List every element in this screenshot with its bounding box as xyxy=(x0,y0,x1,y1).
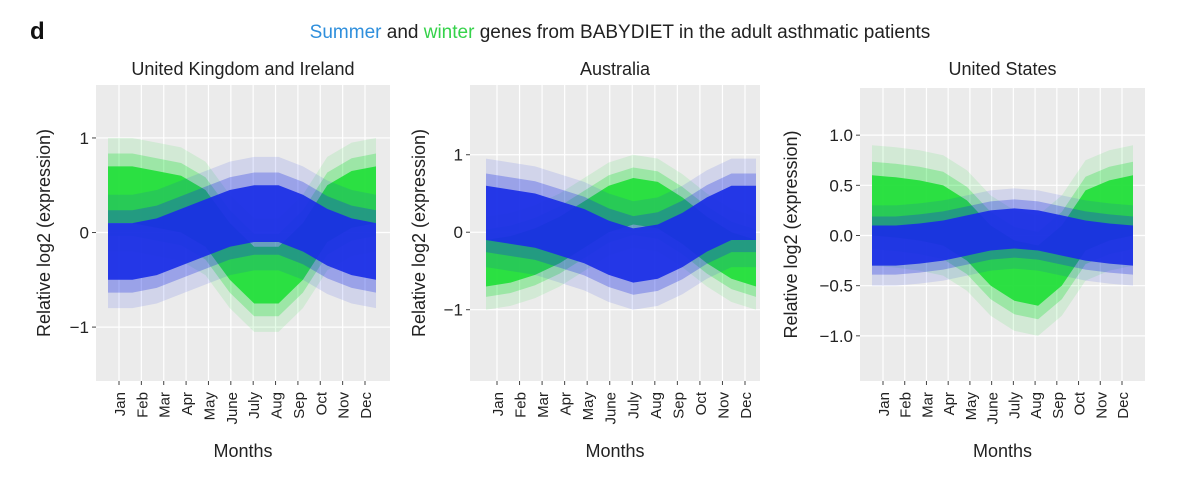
x-tick-label: Jan xyxy=(112,392,129,416)
x-tick-label: Feb xyxy=(134,392,151,418)
band-summer-layer-2 xyxy=(108,185,376,280)
y-tick-label: −1.0 xyxy=(819,327,853,346)
y-axis-label: Relative log2 (expression) xyxy=(34,129,54,337)
band-winter-layer-2 xyxy=(486,177,756,287)
x-tick-label: Oct xyxy=(1072,391,1089,415)
y-tick-label: 0.5 xyxy=(829,176,853,195)
x-tick-label: June xyxy=(603,392,620,425)
x-tick-label: Oct xyxy=(693,391,710,415)
band-summer-layer-2 xyxy=(872,208,1133,266)
panel-title: United States xyxy=(948,59,1056,79)
band-summer-layer-2 xyxy=(486,185,756,283)
x-tick-label: Apr xyxy=(941,392,958,415)
x-tick-label: Mar xyxy=(919,392,936,418)
title-and: and xyxy=(381,22,424,43)
y-tick-label: 0 xyxy=(454,223,463,242)
y-tick-label: −1 xyxy=(70,318,89,337)
y-tick-label: 1 xyxy=(454,146,463,165)
x-tick-label: Dec xyxy=(358,392,375,419)
panel-letter: d xyxy=(30,18,45,45)
panel-1: 1 0 −1 Jan Feb Mar Apr May June July Aug Sep Oct Nov D… xyxy=(409,59,760,461)
y-tick-label: 0 xyxy=(80,224,89,243)
x-tick-label: May xyxy=(201,392,218,421)
x-tick-label: Mar xyxy=(157,392,174,418)
x-tick-label: Mar xyxy=(535,392,552,418)
panel-0: 1 0 −1 Jan Feb Mar Apr May June July Aug Sep Oct Nov D… xyxy=(34,59,390,461)
y-tick-label: −1 xyxy=(444,301,463,320)
x-tick-label: Nov xyxy=(1093,392,1110,419)
x-tick-label: Jan xyxy=(876,392,893,416)
x-tick-label: Dec xyxy=(1115,392,1132,419)
figure-title: Summer and winter genes from BABYDIET in… xyxy=(0,22,1202,44)
x-tick-label: Dec xyxy=(738,392,755,419)
x-tick-label: June xyxy=(985,392,1002,425)
x-axis-label: Months xyxy=(585,441,644,461)
x-tick-label: Aug xyxy=(648,392,665,419)
y-tick-label: −0.5 xyxy=(819,277,853,296)
x-axis-label: Months xyxy=(213,441,272,461)
y-tick-label: 1.0 xyxy=(829,126,853,145)
x-tick-label: July xyxy=(246,392,263,419)
y-tick-label: 1 xyxy=(80,129,89,148)
panel-title: Australia xyxy=(580,59,651,79)
x-tick-label: Apr xyxy=(179,392,196,415)
x-tick-label: Nov xyxy=(715,392,732,419)
x-tick-label: June xyxy=(224,392,241,425)
title-winter: winter xyxy=(423,22,475,43)
x-tick-label: Oct xyxy=(313,391,330,415)
x-tick-label: Aug xyxy=(1028,392,1045,419)
x-tick-label: July xyxy=(1006,392,1023,419)
x-tick-label: Sep xyxy=(1050,392,1067,419)
x-tick-label: July xyxy=(625,392,642,419)
x-tick-label: Feb xyxy=(898,392,915,418)
y-axis-label: Relative log2 (expression) xyxy=(409,129,429,337)
x-tick-label: Apr xyxy=(558,392,575,415)
panel-2: 1.0 0.5 0.0 −0.5 −1.0 Jan Feb Mar Apr May June July… xyxy=(781,59,1145,461)
x-tick-label: Feb xyxy=(513,392,530,418)
x-tick-label: Jan xyxy=(490,392,507,416)
x-tick-label: May xyxy=(580,392,597,421)
x-tick-label: May xyxy=(963,392,980,421)
x-tick-label: Sep xyxy=(291,392,308,419)
title-summer: Summer xyxy=(309,22,382,43)
panel-title: United Kingdom and Ireland xyxy=(131,59,354,79)
x-tick-label: Sep xyxy=(670,392,687,419)
x-tick-label: Aug xyxy=(269,392,286,419)
x-axis-label: Months xyxy=(973,441,1032,461)
y-axis-label: Relative log2 (expression) xyxy=(781,130,801,338)
title-rest: genes from BABYDIET in the adult asthmat… xyxy=(474,22,931,43)
y-tick-label: 0.0 xyxy=(829,227,853,246)
x-tick-label: Nov xyxy=(336,392,353,419)
